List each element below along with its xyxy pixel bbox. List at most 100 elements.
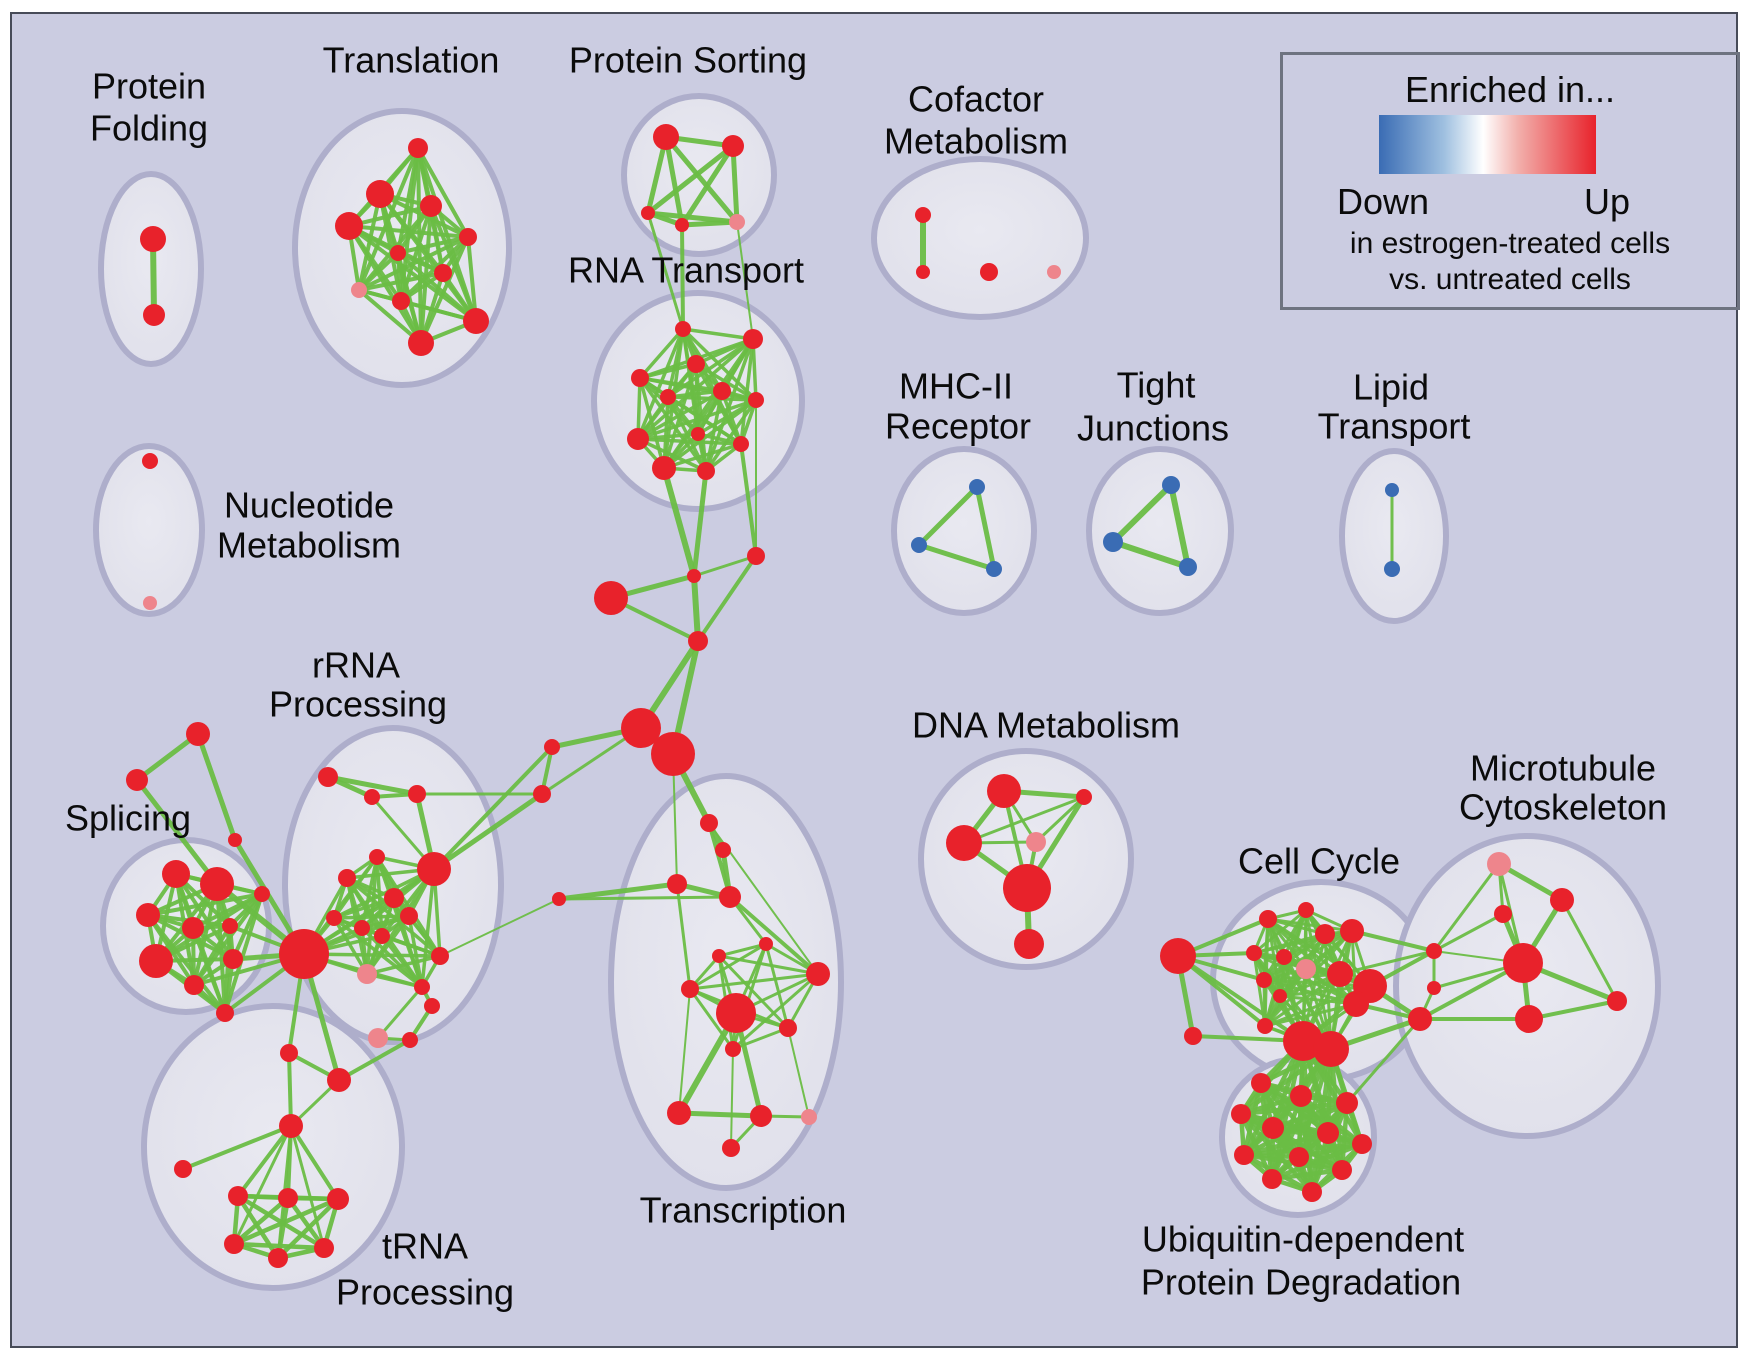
gene-set-node[interactable]	[224, 1234, 244, 1254]
gene-set-node[interactable]	[681, 980, 699, 998]
gene-set-node[interactable]	[987, 774, 1021, 808]
gene-set-node[interactable]	[1289, 1147, 1309, 1167]
gene-set-node[interactable]	[1283, 1021, 1323, 1061]
gene-set-node[interactable]	[268, 1248, 288, 1268]
gene-set-node[interactable]	[1103, 532, 1123, 552]
gene-set-node[interactable]	[653, 124, 679, 150]
gene-set-node[interactable]	[1251, 1073, 1271, 1093]
gene-set-node[interactable]	[594, 581, 628, 615]
gene-set-node[interactable]	[228, 833, 242, 847]
gene-set-node[interactable]	[463, 308, 489, 334]
gene-set-node[interactable]	[1332, 1160, 1352, 1180]
gene-set-node[interactable]	[1503, 943, 1543, 983]
gene-set-node[interactable]	[200, 867, 234, 901]
gene-set-node[interactable]	[126, 769, 148, 791]
gene-set-node[interactable]	[338, 869, 356, 887]
gene-set-node[interactable]	[142, 453, 158, 469]
gene-set-node[interactable]	[318, 767, 338, 787]
gene-set-node[interactable]	[750, 1105, 772, 1127]
gene-set-node[interactable]	[424, 998, 440, 1014]
gene-set-node[interactable]	[1179, 558, 1197, 576]
gene-set-node[interactable]	[1317, 1122, 1339, 1144]
gene-set-node[interactable]	[1298, 902, 1314, 918]
gene-set-node[interactable]	[621, 708, 661, 748]
gene-set-node[interactable]	[667, 1101, 691, 1125]
gene-set-node[interactable]	[228, 1186, 248, 1206]
gene-set-node[interactable]	[667, 874, 687, 894]
gene-set-node[interactable]	[390, 245, 406, 261]
gene-set-node[interactable]	[1273, 989, 1287, 1003]
gene-set-node[interactable]	[719, 886, 741, 908]
gene-set-node[interactable]	[1262, 1117, 1284, 1139]
gene-set-node[interactable]	[351, 282, 367, 298]
gene-set-node[interactable]	[434, 264, 452, 282]
gene-set-node[interactable]	[408, 138, 428, 158]
gene-set-node[interactable]	[1259, 910, 1277, 928]
gene-set-node[interactable]	[916, 265, 930, 279]
gene-set-node[interactable]	[1003, 864, 1051, 912]
gene-set-node[interactable]	[1184, 1027, 1202, 1045]
gene-set-node[interactable]	[1162, 476, 1180, 494]
gene-set-node[interactable]	[716, 993, 756, 1033]
gene-set-node[interactable]	[1315, 924, 1335, 944]
gene-set-node[interactable]	[533, 785, 551, 803]
gene-set-node[interactable]	[366, 180, 394, 208]
gene-set-node[interactable]	[1607, 991, 1627, 1011]
gene-set-node[interactable]	[1487, 852, 1511, 876]
gene-set-node[interactable]	[182, 917, 204, 939]
gene-set-node[interactable]	[326, 910, 342, 926]
gene-set-node[interactable]	[1014, 929, 1044, 959]
gene-set-node[interactable]	[408, 785, 426, 803]
gene-set-node[interactable]	[806, 962, 830, 986]
gene-set-node[interactable]	[946, 825, 982, 861]
gene-set-node[interactable]	[431, 947, 449, 965]
gene-set-node[interactable]	[400, 907, 418, 925]
gene-set-node[interactable]	[747, 547, 765, 565]
gene-set-node[interactable]	[357, 964, 377, 984]
gene-set-node[interactable]	[402, 1032, 418, 1048]
gene-set-node[interactable]	[915, 207, 931, 223]
gene-set-node[interactable]	[911, 537, 927, 553]
gene-set-node[interactable]	[552, 892, 566, 906]
gene-set-node[interactable]	[222, 918, 238, 934]
gene-set-node[interactable]	[687, 569, 701, 583]
gene-set-node[interactable]	[140, 226, 166, 252]
gene-set-node[interactable]	[1246, 945, 1262, 961]
gene-set-node[interactable]	[1262, 1169, 1282, 1189]
gene-set-node[interactable]	[687, 355, 705, 373]
gene-set-node[interactable]	[139, 944, 173, 978]
gene-set-node[interactable]	[743, 329, 763, 349]
gene-set-node[interactable]	[1160, 938, 1196, 974]
gene-set-node[interactable]	[1256, 972, 1272, 988]
gene-set-node[interactable]	[1352, 1134, 1372, 1154]
gene-set-node[interactable]	[691, 427, 705, 441]
gene-set-node[interactable]	[1026, 832, 1046, 852]
gene-set-node[interactable]	[408, 330, 434, 356]
gene-set-node[interactable]	[715, 842, 731, 858]
gene-set-node[interactable]	[279, 929, 329, 979]
gene-set-node[interactable]	[1384, 561, 1400, 577]
gene-set-node[interactable]	[1076, 789, 1092, 805]
gene-set-node[interactable]	[748, 392, 764, 408]
gene-set-node[interactable]	[1296, 959, 1316, 979]
gene-set-node[interactable]	[1231, 1104, 1251, 1124]
gene-set-node[interactable]	[279, 1114, 303, 1138]
gene-set-node[interactable]	[392, 292, 410, 310]
gene-set-node[interactable]	[1427, 981, 1441, 995]
gene-set-node[interactable]	[1234, 1145, 1254, 1165]
gene-set-node[interactable]	[143, 304, 165, 326]
gene-set-node[interactable]	[162, 860, 190, 888]
gene-set-node[interactable]	[1313, 1031, 1349, 1067]
gene-set-node[interactable]	[700, 814, 718, 832]
gene-set-node[interactable]	[327, 1188, 349, 1210]
gene-set-node[interactable]	[722, 1139, 740, 1157]
gene-set-node[interactable]	[627, 428, 649, 450]
gene-set-node[interactable]	[1047, 265, 1061, 279]
gene-set-node[interactable]	[1276, 949, 1292, 965]
gene-set-node[interactable]	[779, 1019, 797, 1037]
gene-set-node[interactable]	[374, 928, 390, 944]
gene-set-node[interactable]	[278, 1188, 298, 1208]
gene-set-node[interactable]	[1336, 1092, 1358, 1114]
gene-set-node[interactable]	[280, 1044, 298, 1062]
gene-set-node[interactable]	[369, 849, 385, 865]
